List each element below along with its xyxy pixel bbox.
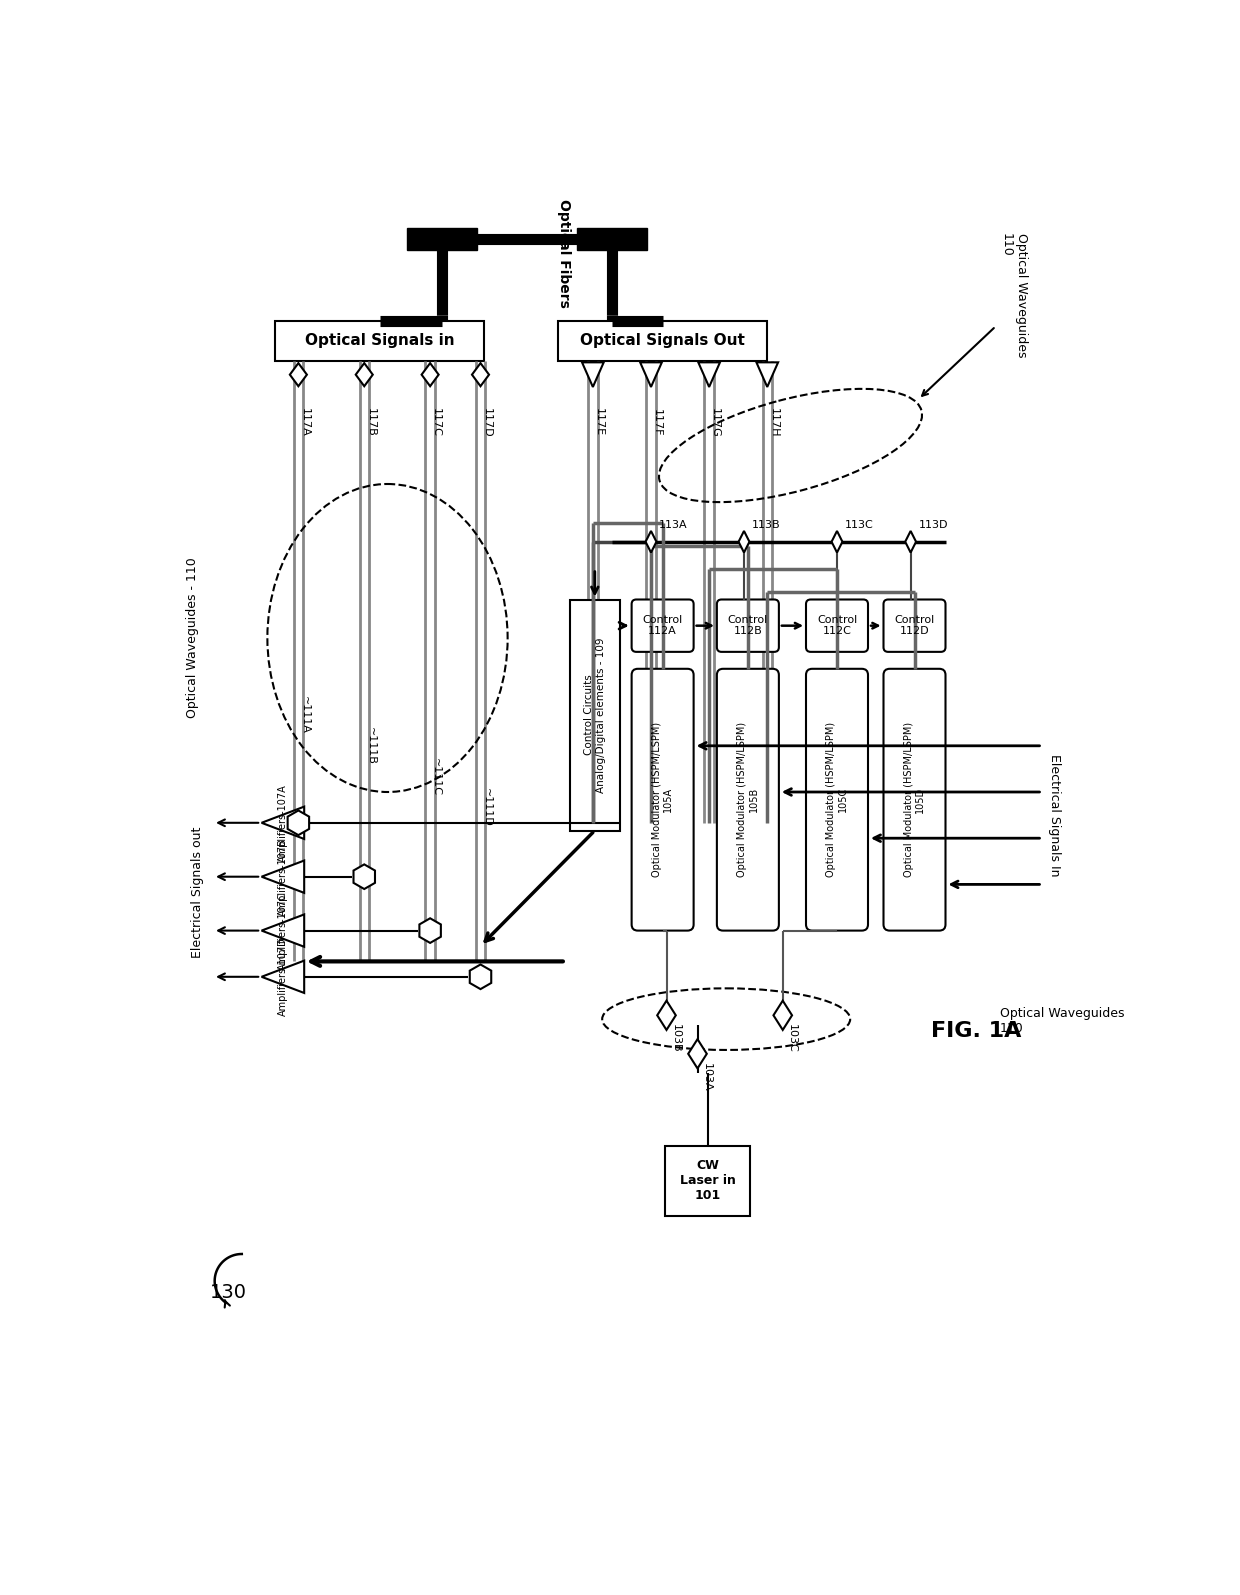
Text: FIG. 1A: FIG. 1A xyxy=(931,1021,1022,1040)
Text: Optical Modulator (HSPM/LSPM)
105D: Optical Modulator (HSPM/LSPM) 105D xyxy=(904,723,925,877)
Text: Optical Waveguides
110: Optical Waveguides 110 xyxy=(999,233,1028,357)
Polygon shape xyxy=(290,364,306,386)
Text: Control
112A: Control 112A xyxy=(642,616,683,636)
Polygon shape xyxy=(640,362,662,388)
Text: 103C: 103C xyxy=(787,1024,797,1053)
Polygon shape xyxy=(356,364,373,386)
Text: 113A: 113A xyxy=(658,520,687,530)
Bar xyxy=(558,321,768,360)
Text: Control
112C: Control 112C xyxy=(817,616,857,636)
FancyBboxPatch shape xyxy=(806,600,868,652)
Polygon shape xyxy=(262,914,304,947)
Text: Optical Waveguides
110: Optical Waveguides 110 xyxy=(999,1008,1125,1035)
Polygon shape xyxy=(582,362,604,388)
Polygon shape xyxy=(470,965,491,989)
Text: 117B: 117B xyxy=(366,408,376,437)
Text: 117D: 117D xyxy=(481,408,492,437)
FancyBboxPatch shape xyxy=(631,600,693,652)
Text: ~111A: ~111A xyxy=(300,695,310,734)
Text: 130: 130 xyxy=(210,1282,247,1302)
Polygon shape xyxy=(422,364,439,386)
Polygon shape xyxy=(905,531,916,552)
Text: Electrical Signals out: Electrical Signals out xyxy=(191,826,205,957)
Text: Control Circuits
Analog/Digital elements - 109: Control Circuits Analog/Digital elements… xyxy=(584,638,605,793)
Text: Amplifiers-107D: Amplifiers-107D xyxy=(278,938,288,1016)
Polygon shape xyxy=(262,861,304,893)
FancyBboxPatch shape xyxy=(717,668,779,930)
Text: Electrical Signals In: Electrical Signals In xyxy=(1048,754,1060,876)
FancyBboxPatch shape xyxy=(883,600,945,652)
Text: 117C: 117C xyxy=(432,408,441,437)
Text: 117A: 117A xyxy=(300,408,310,437)
Text: ~111C: ~111C xyxy=(432,758,441,796)
Text: Optical Modulator (HSPM/LSPM)
105C: Optical Modulator (HSPM/LSPM) 105C xyxy=(826,723,848,877)
Text: Optical Modulator (HSPM/LSPM)
105A: Optical Modulator (HSPM/LSPM) 105A xyxy=(652,723,673,877)
Bar xyxy=(569,600,620,831)
Polygon shape xyxy=(698,362,720,388)
Polygon shape xyxy=(832,531,842,552)
Text: ~111D: ~111D xyxy=(481,788,492,826)
Polygon shape xyxy=(688,1040,707,1069)
Text: 103A: 103A xyxy=(702,1062,712,1091)
Text: ~111B: ~111B xyxy=(366,727,376,764)
Text: Amplifiers-107C: Amplifiers-107C xyxy=(278,892,288,970)
Text: Optical Fibers: Optical Fibers xyxy=(557,198,572,308)
Text: 117F: 117F xyxy=(652,408,662,435)
Text: Optical Modulator (HSPM/LSPM)
105B: Optical Modulator (HSPM/LSPM) 105B xyxy=(737,723,759,877)
Bar xyxy=(665,1147,750,1215)
Text: 113D: 113D xyxy=(919,520,947,530)
Text: Optical Waveguides - 110: Optical Waveguides - 110 xyxy=(186,558,198,718)
Bar xyxy=(578,228,647,250)
Bar xyxy=(275,321,485,360)
Polygon shape xyxy=(288,810,309,836)
Text: Control
112D: Control 112D xyxy=(894,616,935,636)
Text: Amplifiers-107A: Amplifiers-107A xyxy=(278,783,288,861)
Polygon shape xyxy=(419,919,441,943)
Polygon shape xyxy=(262,807,304,839)
Text: 103B: 103B xyxy=(671,1024,681,1053)
Polygon shape xyxy=(262,960,304,994)
Polygon shape xyxy=(472,364,489,386)
FancyBboxPatch shape xyxy=(883,668,945,930)
FancyBboxPatch shape xyxy=(806,668,868,930)
FancyBboxPatch shape xyxy=(717,600,779,652)
Polygon shape xyxy=(353,864,374,888)
Polygon shape xyxy=(739,531,749,552)
Text: Amplifiers-107B: Amplifiers-107B xyxy=(278,837,288,916)
Text: 113B: 113B xyxy=(751,520,780,530)
Text: CW
Laser in
101: CW Laser in 101 xyxy=(680,1160,735,1203)
Polygon shape xyxy=(646,531,656,552)
Polygon shape xyxy=(756,362,779,388)
Text: 117H: 117H xyxy=(769,408,779,437)
Text: Control
112B: Control 112B xyxy=(728,616,768,636)
Polygon shape xyxy=(657,1000,676,1030)
Text: 117G: 117G xyxy=(711,408,720,437)
Text: 117E: 117E xyxy=(594,408,604,437)
FancyBboxPatch shape xyxy=(631,668,693,930)
Polygon shape xyxy=(774,1000,792,1030)
Text: 113C: 113C xyxy=(844,520,873,530)
Bar xyxy=(407,228,476,250)
Text: Optical Signals Out: Optical Signals Out xyxy=(580,333,745,348)
Text: Optical Signals in: Optical Signals in xyxy=(305,333,455,348)
